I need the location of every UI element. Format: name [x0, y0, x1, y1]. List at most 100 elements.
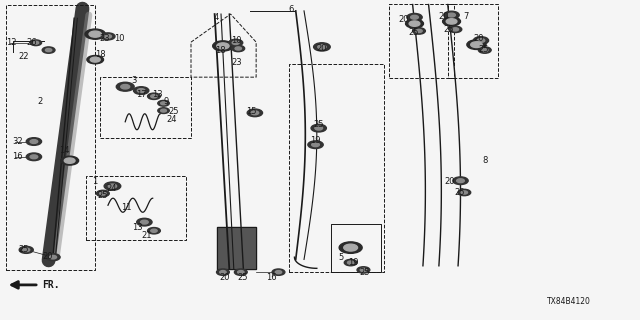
- Text: 13: 13: [152, 90, 163, 99]
- Circle shape: [357, 267, 370, 273]
- Circle shape: [90, 57, 100, 62]
- Text: 20: 20: [438, 12, 449, 21]
- Text: 7: 7: [464, 12, 469, 21]
- Circle shape: [272, 269, 285, 275]
- Circle shape: [232, 45, 244, 52]
- Circle shape: [61, 156, 79, 165]
- Text: 1: 1: [92, 177, 97, 186]
- Text: 25: 25: [168, 107, 179, 116]
- Circle shape: [101, 33, 115, 40]
- Text: 8: 8: [483, 156, 488, 164]
- Circle shape: [339, 242, 362, 253]
- Circle shape: [457, 179, 465, 183]
- Circle shape: [108, 184, 116, 188]
- Text: 25: 25: [19, 245, 29, 254]
- Circle shape: [478, 47, 491, 53]
- Text: 18: 18: [214, 45, 225, 55]
- Circle shape: [151, 95, 157, 98]
- Circle shape: [100, 192, 106, 195]
- Text: 24: 24: [167, 115, 177, 124]
- Circle shape: [409, 21, 420, 26]
- Circle shape: [30, 40, 42, 46]
- Circle shape: [87, 55, 104, 64]
- Text: 4: 4: [214, 13, 219, 22]
- Text: 17: 17: [136, 90, 147, 99]
- Circle shape: [104, 182, 121, 190]
- Circle shape: [26, 138, 42, 145]
- Circle shape: [212, 41, 233, 51]
- Text: 19: 19: [348, 258, 358, 267]
- Text: 10: 10: [115, 34, 125, 43]
- Text: 19: 19: [310, 136, 321, 145]
- Circle shape: [161, 109, 166, 112]
- Text: 5: 5: [338, 253, 343, 262]
- Circle shape: [30, 140, 38, 143]
- Text: 11: 11: [121, 203, 131, 212]
- Text: 24: 24: [106, 184, 116, 193]
- Circle shape: [97, 190, 109, 197]
- Circle shape: [137, 218, 152, 226]
- Circle shape: [344, 260, 357, 266]
- Circle shape: [158, 100, 170, 106]
- Text: 25: 25: [237, 273, 248, 282]
- Circle shape: [116, 82, 134, 91]
- Text: 25: 25: [98, 191, 108, 200]
- Circle shape: [406, 19, 424, 28]
- Text: 23: 23: [100, 34, 110, 43]
- Circle shape: [315, 126, 323, 130]
- Circle shape: [141, 220, 148, 224]
- Circle shape: [314, 43, 330, 51]
- Circle shape: [467, 40, 486, 50]
- Circle shape: [89, 31, 101, 37]
- Text: 16: 16: [12, 152, 23, 161]
- Circle shape: [413, 28, 426, 34]
- Text: 25: 25: [444, 25, 454, 34]
- Text: 25: 25: [314, 120, 324, 129]
- Circle shape: [344, 244, 358, 251]
- Circle shape: [247, 109, 262, 117]
- Text: 20: 20: [473, 35, 484, 44]
- Text: 13: 13: [132, 223, 142, 232]
- Circle shape: [477, 39, 484, 43]
- Circle shape: [275, 270, 282, 274]
- Text: TX84B4120: TX84B4120: [547, 297, 591, 306]
- Circle shape: [104, 35, 111, 38]
- Circle shape: [134, 87, 149, 94]
- Text: 20: 20: [42, 252, 52, 261]
- Text: 2: 2: [38, 97, 43, 106]
- Text: 21: 21: [141, 231, 152, 240]
- Polygon shape: [216, 227, 256, 269]
- Circle shape: [235, 47, 241, 50]
- Circle shape: [42, 47, 55, 53]
- Circle shape: [453, 177, 468, 185]
- Circle shape: [452, 28, 459, 31]
- Circle shape: [458, 189, 470, 196]
- Text: 16: 16: [266, 273, 276, 282]
- Text: 15: 15: [246, 107, 257, 116]
- Circle shape: [360, 268, 367, 271]
- Text: 25: 25: [408, 28, 419, 37]
- Text: FR.: FR.: [42, 280, 60, 290]
- Circle shape: [348, 261, 354, 264]
- Circle shape: [308, 141, 323, 148]
- Circle shape: [64, 158, 75, 163]
- Circle shape: [473, 37, 488, 44]
- Circle shape: [461, 191, 467, 194]
- Circle shape: [121, 84, 130, 89]
- Circle shape: [19, 246, 33, 253]
- Text: 26: 26: [26, 38, 37, 47]
- Circle shape: [234, 269, 247, 275]
- Text: 32: 32: [12, 137, 23, 146]
- Text: 22: 22: [19, 52, 29, 61]
- Text: 23: 23: [232, 58, 243, 67]
- Circle shape: [251, 111, 259, 115]
- Circle shape: [228, 39, 243, 46]
- Circle shape: [33, 41, 38, 44]
- Circle shape: [220, 270, 226, 274]
- Circle shape: [148, 93, 161, 100]
- Text: 20: 20: [219, 273, 230, 282]
- Circle shape: [158, 108, 170, 114]
- Circle shape: [85, 29, 106, 39]
- Circle shape: [312, 143, 319, 147]
- Circle shape: [318, 45, 326, 49]
